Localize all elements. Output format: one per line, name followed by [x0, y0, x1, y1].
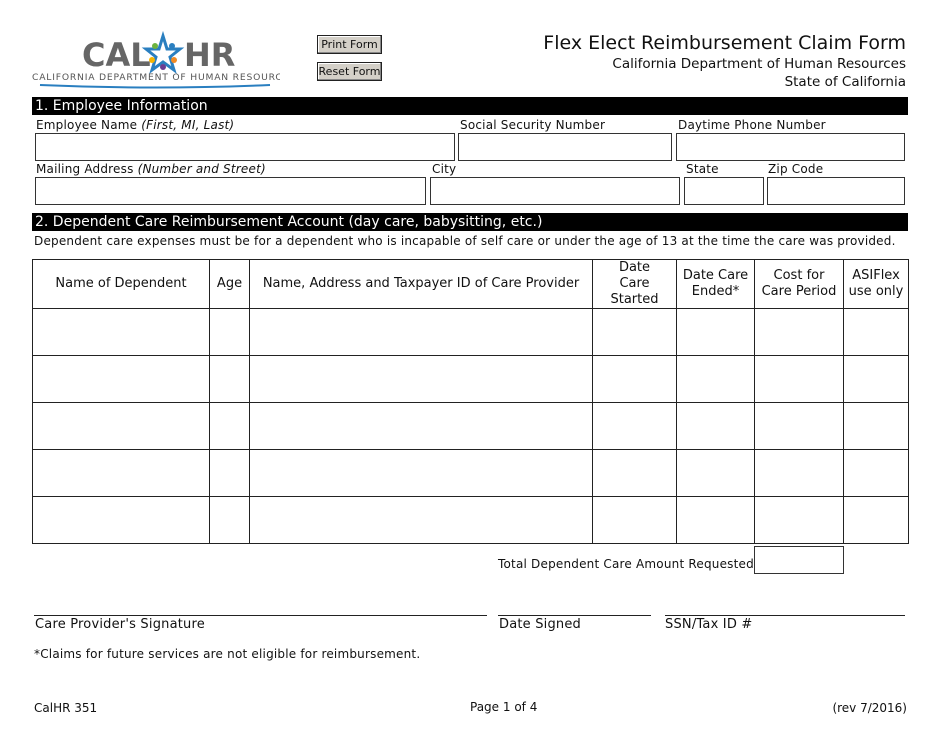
- dependent-care-table: Name of Dependent Age Name, Address and …: [32, 259, 909, 544]
- table-row: [32, 449, 909, 497]
- city-field[interactable]: [430, 177, 680, 205]
- cell-input[interactable]: [592, 496, 677, 544]
- calhr-logo: CAL HR CALIFORNIA DEPARTMENT OF HUMAN RE…: [30, 30, 295, 90]
- section-1-header: 1. Employee Information: [32, 97, 908, 115]
- date-signed-line[interactable]: [498, 615, 651, 616]
- cell-input[interactable]: [676, 496, 755, 544]
- form-id: CalHR 351: [34, 701, 98, 715]
- col-date-started: Date Care Started: [592, 259, 677, 309]
- cell-input[interactable]: [754, 496, 844, 544]
- cell-input[interactable]: [592, 308, 677, 356]
- employee-name-label: Employee Name (First, MI, Last): [36, 118, 235, 132]
- cell-input[interactable]: [754, 308, 844, 356]
- col-provider: Name, Address and Taxpayer ID of Care Pr…: [249, 259, 593, 309]
- ssn-tax-label: SSN/Tax ID #: [665, 617, 753, 632]
- table-row: [32, 402, 909, 450]
- cell-input[interactable]: [249, 496, 593, 544]
- cell-input[interactable]: [592, 402, 677, 450]
- employee-name-field[interactable]: [35, 133, 455, 161]
- state-label: State: [686, 162, 719, 176]
- cell-input[interactable]: [843, 308, 909, 356]
- col-age: Age: [209, 259, 250, 309]
- phone-label: Daytime Phone Number: [678, 118, 826, 132]
- total-label: Total Dependent Care Amount Requested:: [498, 557, 759, 571]
- section-2-header: 2. Dependent Care Reimbursement Account …: [32, 213, 908, 231]
- cell-input[interactable]: [843, 355, 909, 403]
- cell-input[interactable]: [843, 449, 909, 497]
- cell-input[interactable]: [209, 496, 250, 544]
- table-row: [32, 355, 909, 403]
- address-field[interactable]: [35, 177, 426, 205]
- cell-input[interactable]: [209, 402, 250, 450]
- cell-input[interactable]: [32, 402, 210, 450]
- form-title: Flex Elect Reimbursement Claim Form: [543, 32, 906, 54]
- state-name: State of California: [784, 74, 906, 90]
- address-label: Mailing Address (Number and Street): [36, 162, 266, 176]
- col-date-ended: Date Care Ended*: [676, 259, 755, 309]
- footnote: *Claims for future services are not elig…: [34, 647, 421, 661]
- signature-label: Care Provider's Signature: [35, 617, 205, 632]
- ssn-field[interactable]: [458, 133, 672, 161]
- zip-field[interactable]: [767, 177, 905, 205]
- cell-input[interactable]: [676, 449, 755, 497]
- cell-input[interactable]: [754, 449, 844, 497]
- col-asiflex: ASIFlex use only: [843, 259, 909, 309]
- cell-input[interactable]: [676, 355, 755, 403]
- cell-input[interactable]: [249, 308, 593, 356]
- zip-label: Zip Code: [768, 162, 824, 176]
- cell-input[interactable]: [32, 308, 210, 356]
- revision: (rev 7/2016): [832, 701, 907, 715]
- department-name: California Department of Human Resources: [612, 56, 906, 72]
- cell-input[interactable]: [209, 308, 250, 356]
- col-dependent-name: Name of Dependent: [32, 259, 210, 309]
- col-cost: Cost for Care Period: [754, 259, 844, 309]
- cell-input[interactable]: [32, 496, 210, 544]
- print-form-button[interactable]: Print Form: [317, 35, 382, 54]
- date-signed-label: Date Signed: [499, 617, 582, 632]
- svg-text:HR: HR: [184, 36, 235, 74]
- page-number: Page 1 of 4: [470, 700, 538, 714]
- cell-input[interactable]: [676, 308, 755, 356]
- cell-input[interactable]: [754, 402, 844, 450]
- state-field[interactable]: [684, 177, 764, 205]
- cell-input[interactable]: [209, 449, 250, 497]
- cell-input[interactable]: [592, 449, 677, 497]
- cell-input[interactable]: [676, 402, 755, 450]
- signature-line[interactable]: [34, 615, 487, 616]
- table-row: [32, 496, 909, 544]
- cell-input[interactable]: [843, 496, 909, 544]
- cell-input[interactable]: [209, 355, 250, 403]
- cell-input[interactable]: [249, 402, 593, 450]
- cell-input[interactable]: [249, 355, 593, 403]
- phone-field[interactable]: [676, 133, 905, 161]
- cell-input[interactable]: [754, 355, 844, 403]
- svg-text:CALIFORNIA DEPARTMENT OF HUMAN: CALIFORNIA DEPARTMENT OF HUMAN RESOURCES: [32, 72, 280, 83]
- cell-input[interactable]: [32, 449, 210, 497]
- svg-text:CAL: CAL: [82, 36, 151, 74]
- ssn-label: Social Security Number: [460, 118, 606, 132]
- ssn-tax-line[interactable]: [665, 615, 905, 616]
- city-label: City: [432, 162, 457, 176]
- eligibility-note: Dependent care expenses must be for a de…: [34, 234, 896, 248]
- cell-input[interactable]: [592, 355, 677, 403]
- cell-input[interactable]: [249, 449, 593, 497]
- table-header-row: Name of Dependent Age Name, Address and …: [32, 259, 909, 309]
- cell-input[interactable]: [843, 402, 909, 450]
- total-field[interactable]: [754, 546, 844, 574]
- reset-form-button[interactable]: Reset Form: [317, 62, 382, 81]
- table-row: [32, 308, 909, 356]
- cell-input[interactable]: [32, 355, 210, 403]
